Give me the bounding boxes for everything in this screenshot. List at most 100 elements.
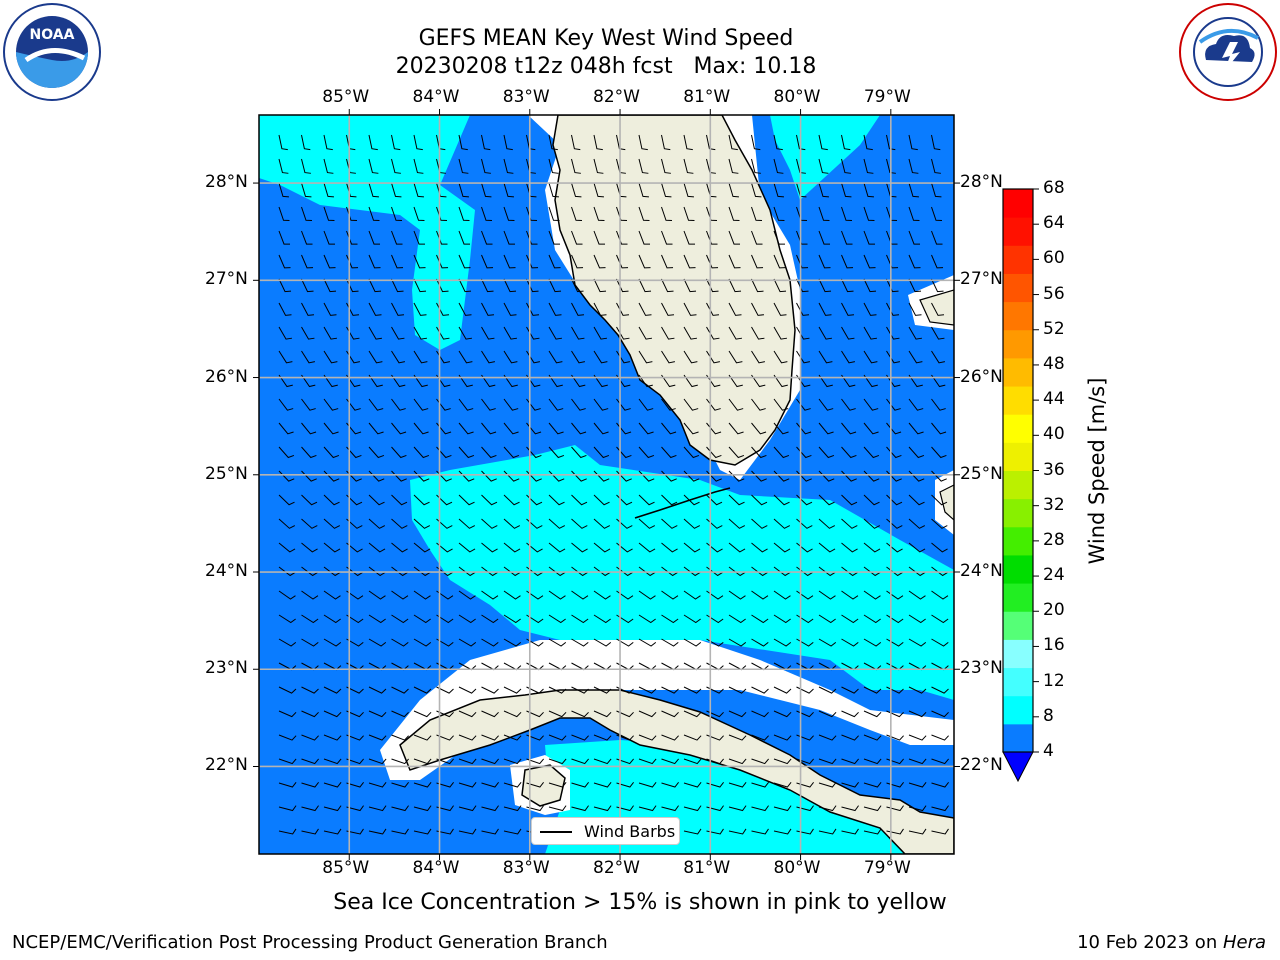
wind-barb [481,614,499,624]
wind-barb [391,398,406,411]
wind-barb [548,254,561,269]
wind-barb [863,686,882,694]
wind-barb [503,134,513,151]
wind-barb [908,686,927,694]
wind-barb [751,230,763,245]
wind-barb [503,781,522,788]
wind-barb [908,326,923,340]
wind-barb [346,182,357,198]
wind-barb [481,518,498,529]
colorbar-tick-label: 24 [1043,565,1065,586]
wind-barb [368,326,383,340]
wind-barb [368,686,387,694]
wind-barb [683,710,702,718]
wind-barb [571,446,587,459]
wind-barb [841,758,859,765]
wind-barb [593,446,610,459]
wind-barb [818,278,832,293]
wind-barb [683,518,701,529]
wind-barb [548,518,566,529]
wind-barb [593,134,603,151]
wind-barb [571,614,589,624]
wind-barb [706,230,718,245]
wind-barb [886,326,900,340]
wind-barb [841,350,855,364]
colorbar-tick-label: 16 [1043,635,1065,656]
wind-barb [548,590,566,600]
wind-barb [323,182,334,198]
wind-barb [908,542,926,553]
wind-barb [413,230,426,245]
wind-barb [886,446,902,459]
wind-barb [481,302,495,316]
wind-barb [481,398,496,411]
wind-barb [458,398,474,411]
wind-barb [841,374,856,388]
wind-barb [886,422,902,435]
wind-barb [571,542,588,553]
wind-barb [706,374,721,388]
wind-barb [278,350,293,364]
wind-barb [841,638,859,647]
wind-barb [323,590,341,600]
wind-barb [616,781,634,788]
wind-barb [661,566,679,577]
wind-barb [301,710,319,718]
wind-barb [481,230,493,245]
wind-barb [301,446,317,459]
wind-barb [481,686,499,694]
wind-barb [391,182,402,198]
wind-barb [773,374,788,388]
wind-barb [548,374,563,388]
wind-barb [728,614,746,624]
wind-barb [863,518,881,529]
wind-barb [593,230,606,245]
wind-barb [683,805,702,812]
wind-barb [391,542,408,553]
wind-barb [863,374,878,388]
wind-barb [638,542,656,553]
wind-barb [841,805,859,812]
wind-barb [751,566,769,577]
wind-barb [481,158,491,174]
latitude-tick-label: 28°N [960,172,1003,193]
colorbar-tick-label: 12 [1043,670,1065,691]
wind-barb [368,590,386,600]
wind-barb [323,734,342,741]
wind-barb [706,278,719,293]
wind-barb [593,326,608,340]
wind-barb [548,422,564,435]
wind-barb [458,566,476,577]
wind-barb [751,734,769,741]
wind-barb [818,206,830,222]
wind-barb [301,758,319,765]
wind-barb [368,422,384,435]
wind-barb [706,302,720,316]
wind-barb [751,614,769,624]
wind-barb [908,398,924,411]
date-text: 10 Feb 2023 on Hera [1077,932,1266,953]
wind-barb [931,590,949,600]
wind-barb [323,494,340,506]
wind-barb [661,494,678,506]
wind-barb [751,686,769,694]
wind-barb [368,278,382,293]
colorbar-tick-label: 56 [1043,283,1065,304]
wind-barb [661,805,679,812]
wind-barb [323,542,341,553]
wind-barb [841,182,852,198]
wind-barb [503,278,517,293]
wind-barb [391,326,405,340]
wind-barb [863,134,873,151]
wind-barb [908,350,923,364]
wind-barb [931,278,944,293]
wind-barb [413,398,429,411]
colorbar-segment [1003,723,1033,753]
wind-barb [841,206,853,222]
wind-barb [841,230,853,245]
wind-barb [481,374,496,388]
wind-barb [728,182,739,198]
wind-barb [346,710,364,718]
wind-barb [323,758,342,765]
wind-barb [368,710,387,718]
